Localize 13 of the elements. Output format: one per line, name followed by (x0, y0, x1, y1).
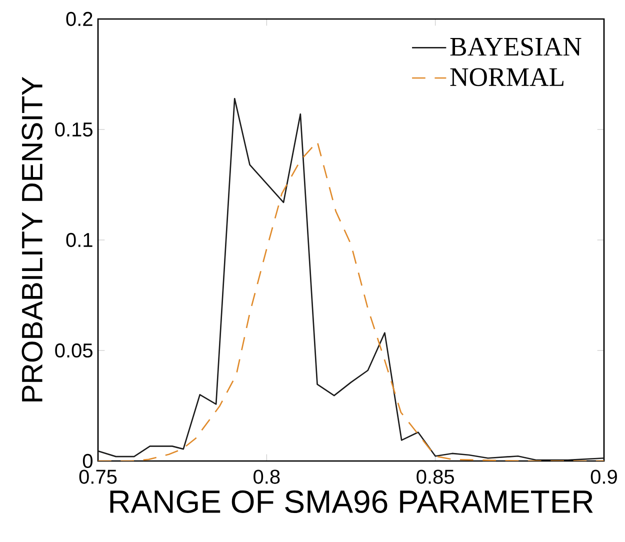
x-tick-label: 0.85 (416, 470, 454, 484)
legend-label: NORMAL (450, 68, 564, 86)
x-axis-title: RANGE OF SMA96 PARAMETER (110, 490, 593, 513)
y-tick-label: 0.05 (55, 343, 92, 358)
x-tick-label: 0.9 (590, 470, 617, 484)
x-tick-label: 0.8 (254, 470, 280, 484)
y-tick-label: 0 (82, 454, 92, 468)
y-tick-label: 0.15 (55, 122, 92, 137)
x-tick-label: 0.75 (79, 470, 117, 484)
y-tick-label: 0.1 (66, 232, 92, 248)
y-tick-label: 0.2 (66, 12, 92, 26)
y-axis-title: PROBABILITY DENSITY (22, 76, 43, 402)
legend-label: BAYESIAN (450, 38, 582, 56)
